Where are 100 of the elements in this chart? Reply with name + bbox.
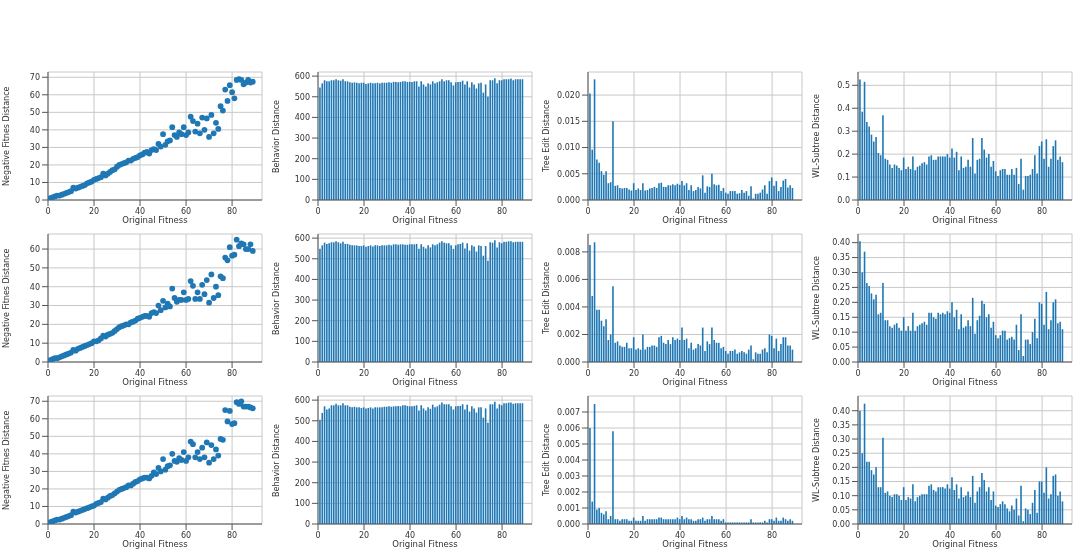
y-tick-label: 200 bbox=[294, 316, 310, 326]
x-tick-label: 0 bbox=[855, 368, 861, 378]
y-tick-label: 0.002 bbox=[557, 487, 580, 497]
x-tick-label: 80 bbox=[766, 530, 778, 540]
y-tick-label: 50 bbox=[29, 263, 40, 273]
x-tick-label: 40 bbox=[404, 530, 416, 540]
y-axis-title: Behavior Distance bbox=[271, 260, 282, 337]
y-axis-title: Tree Edit Distance bbox=[541, 260, 552, 337]
y-tick-label: 300 bbox=[294, 133, 310, 143]
y-tick-label: 0.10 bbox=[832, 328, 850, 337]
y-tick-label: 30 bbox=[29, 467, 40, 477]
x-tick-label: 60 bbox=[450, 206, 462, 216]
x-tick-label: 40 bbox=[404, 206, 416, 216]
y-tick-label: 0.015 bbox=[557, 117, 580, 127]
x-tick-label: 60 bbox=[180, 530, 192, 540]
y-tick-label: 500 bbox=[294, 254, 310, 264]
y-tick-label: 300 bbox=[294, 457, 310, 467]
y-tick-label: 70 bbox=[29, 397, 40, 407]
x-tick-label: 60 bbox=[180, 206, 192, 216]
x-tick-label: 0 bbox=[45, 530, 51, 540]
x-tick-label: 0 bbox=[45, 206, 51, 216]
y-axis-title: Tree Edit Distance bbox=[541, 98, 552, 175]
x-axis-title: Original Fitness bbox=[391, 539, 459, 550]
y-tick-label: 200 bbox=[294, 154, 310, 164]
y-tick-label: 0.0 bbox=[837, 195, 850, 205]
x-tick-label: 40 bbox=[944, 206, 956, 216]
y-tick-label: 100 bbox=[294, 175, 310, 185]
x-tick-label: 20 bbox=[628, 206, 640, 216]
x-tick-label: 20 bbox=[88, 368, 100, 378]
x-tick-label: 0 bbox=[855, 530, 861, 540]
y-tick-label: 0.1 bbox=[837, 172, 850, 182]
y-tick-label: 70 bbox=[29, 73, 40, 83]
y-tick-label: 0 bbox=[304, 195, 310, 205]
y-tick-label: 10 bbox=[29, 502, 40, 512]
y-tick-label: 0.25 bbox=[832, 449, 850, 459]
y-axis-title: WL-Subtree Distance bbox=[811, 93, 822, 180]
y-tick-label: 0 bbox=[34, 357, 40, 367]
x-tick-label: 20 bbox=[88, 530, 100, 540]
y-tick-label: 0.010 bbox=[557, 143, 580, 153]
x-tick-label: 0 bbox=[585, 206, 591, 216]
x-tick-label: 80 bbox=[496, 206, 508, 216]
x-tick-label: 20 bbox=[898, 206, 910, 216]
y-axis-title: Negative Fitnes Distance bbox=[1, 409, 12, 512]
x-tick-label: 0 bbox=[315, 368, 321, 378]
y-tick-label: 0.000 bbox=[557, 357, 580, 367]
y-tick-label: 0.00 bbox=[832, 357, 850, 367]
y-tick-label: 60 bbox=[29, 244, 40, 254]
y-tick-label: 0.30 bbox=[832, 434, 850, 444]
x-tick-label: 40 bbox=[674, 530, 686, 540]
x-axis-title: Original Fitness bbox=[391, 377, 459, 388]
y-tick-label: 10 bbox=[29, 339, 40, 349]
x-tick-label: 60 bbox=[720, 206, 732, 216]
y-axis-title: Negative Fitnes Distance bbox=[1, 247, 12, 350]
y-tick-label: 0.40 bbox=[832, 238, 850, 248]
y-tick-label: 0.004 bbox=[557, 302, 580, 312]
y-axis-title: WL-Subtree Distance bbox=[811, 417, 822, 504]
x-tick-label: 40 bbox=[944, 368, 956, 378]
x-tick-label: 80 bbox=[766, 368, 778, 378]
x-tick-label: 60 bbox=[450, 368, 462, 378]
x-tick-label: 80 bbox=[496, 530, 508, 540]
y-tick-label: 50 bbox=[29, 432, 40, 442]
x-tick-label: 60 bbox=[990, 206, 1002, 216]
x-axis-title: Original Fitness bbox=[661, 377, 729, 388]
y-axis-title: Negative Fitnes Distance bbox=[1, 85, 12, 188]
x-axis-title: Original Fitness bbox=[121, 215, 189, 226]
y-tick-label: 400 bbox=[294, 437, 310, 447]
x-tick-label: 60 bbox=[720, 368, 732, 378]
y-tick-label: 0.15 bbox=[832, 477, 850, 487]
x-tick-label: 20 bbox=[358, 368, 370, 378]
y-tick-label: 0.008 bbox=[557, 247, 580, 257]
y-tick-label: 20 bbox=[29, 320, 40, 330]
x-axis-title: Original Fitness bbox=[391, 215, 459, 226]
x-tick-label: 40 bbox=[674, 368, 686, 378]
y-tick-label: 0.35 bbox=[832, 253, 850, 263]
y-tick-label: 0.05 bbox=[832, 505, 850, 515]
y-tick-label: 60 bbox=[29, 90, 40, 100]
x-axis-title: Original Fitness bbox=[121, 539, 189, 550]
y-tick-label: 0 bbox=[304, 357, 310, 367]
x-tick-label: 60 bbox=[180, 368, 192, 378]
x-tick-label: 20 bbox=[628, 530, 640, 540]
y-tick-label: 0.10 bbox=[832, 491, 850, 501]
y-tick-label: 40 bbox=[29, 282, 40, 292]
x-tick-label: 60 bbox=[990, 530, 1002, 540]
y-tick-label: 30 bbox=[29, 143, 40, 153]
y-tick-label: 0.002 bbox=[557, 330, 580, 340]
x-axis-title: Original Fitness bbox=[661, 215, 729, 226]
y-tick-label: 0.006 bbox=[557, 423, 580, 433]
y-tick-label: 0.4 bbox=[837, 104, 850, 114]
x-tick-label: 40 bbox=[134, 206, 146, 216]
x-tick-label: 80 bbox=[226, 206, 238, 216]
x-tick-label: 60 bbox=[720, 530, 732, 540]
x-tick-label: 0 bbox=[45, 368, 51, 378]
y-tick-label: 100 bbox=[294, 337, 310, 347]
x-tick-label: 20 bbox=[358, 530, 370, 540]
y-tick-label: 600 bbox=[294, 71, 310, 81]
x-axis-title: Original Fitness bbox=[121, 377, 189, 388]
y-tick-label: 300 bbox=[294, 295, 310, 305]
y-tick-label: 0.40 bbox=[832, 406, 850, 416]
y-tick-label: 0.000 bbox=[557, 195, 580, 205]
y-tick-label: 600 bbox=[294, 395, 310, 405]
